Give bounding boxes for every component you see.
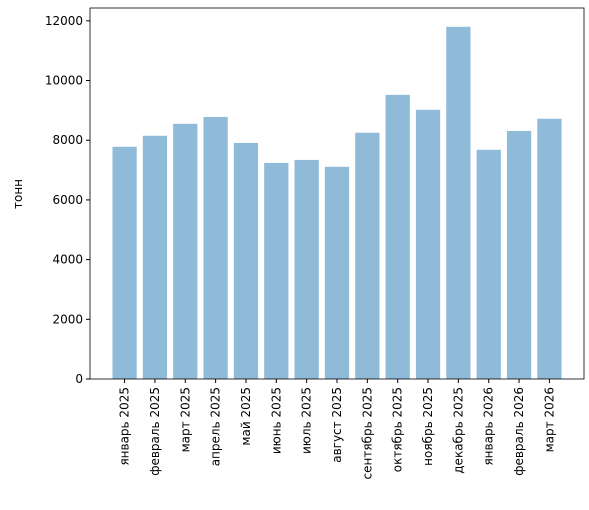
bar [203, 116, 228, 379]
y-tick-label: 8000 [52, 133, 83, 147]
bar [142, 135, 168, 379]
x-tick-label: февраль 2025 [148, 387, 162, 476]
y-tick-label: 10000 [45, 74, 83, 88]
x-tick-label: март 2025 [178, 387, 192, 452]
y-tick-label: 2000 [52, 312, 83, 326]
x-tick-label: ноябрь 2025 [421, 387, 435, 466]
bar [385, 94, 410, 379]
y-tick-label: 12000 [45, 14, 83, 28]
x-tick-label: декабрь 2025 [451, 387, 465, 474]
x-tick-label: май 2025 [239, 387, 253, 446]
bar [506, 130, 532, 379]
bar [355, 132, 380, 379]
x-tick-label: январь 2025 [118, 387, 132, 466]
bar [415, 109, 441, 380]
x-tick-label: июль 2025 [300, 387, 314, 454]
x-tick-label: январь 2026 [482, 387, 496, 466]
x-tick-label: июнь 2025 [269, 387, 283, 454]
bar [233, 142, 259, 379]
y-tick-label: 4000 [52, 253, 83, 267]
bar [476, 149, 501, 379]
bar [446, 26, 471, 379]
x-tick-label: февраль 2026 [512, 387, 526, 476]
x-tick-label: август 2025 [330, 387, 344, 463]
plot-frame [89, 7, 585, 380]
bar [173, 123, 198, 379]
x-tick-label: апрель 2025 [209, 387, 223, 466]
bar [112, 146, 137, 379]
bar [264, 162, 289, 379]
x-tick-label: март 2026 [542, 387, 556, 452]
x-tick-label: сентябрь 2025 [360, 387, 374, 479]
y-axis-label: тонн [11, 179, 25, 209]
y-tick-label: 0 [75, 372, 83, 386]
bar [324, 166, 350, 379]
x-tick-label: октябрь 2025 [391, 387, 405, 472]
bar [294, 159, 319, 379]
bar [537, 118, 562, 379]
y-tick-label: 6000 [52, 193, 83, 207]
